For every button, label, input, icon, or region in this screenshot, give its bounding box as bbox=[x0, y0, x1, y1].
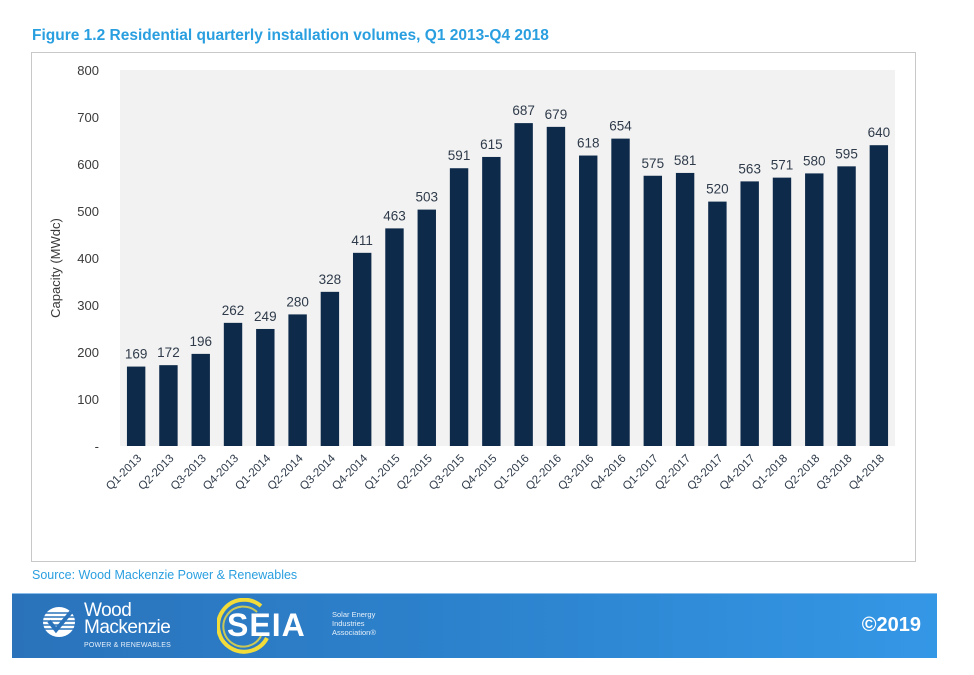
data-label: 618 bbox=[577, 136, 600, 151]
bar bbox=[805, 173, 824, 446]
y-tick-label: - bbox=[95, 439, 99, 454]
seia-sub-line-1: Solar Energy bbox=[332, 610, 376, 619]
wood-mackenzie-subtitle: POWER & RENEWABLES bbox=[84, 642, 171, 649]
seia-sub-line-2: Industries bbox=[332, 619, 365, 628]
wood-mackenzie-word-1: Wood bbox=[84, 600, 132, 621]
data-label: 463 bbox=[383, 208, 406, 223]
footer-banner: Wood Mackenzie POWER & RENEWABLES SEIA S… bbox=[12, 593, 937, 658]
source-note: Source: Wood Mackenzie Power & Renewable… bbox=[32, 568, 298, 582]
y-axis: - 100 200 300 400 500 600 700 800 bbox=[77, 63, 99, 454]
bars bbox=[126, 123, 889, 447]
data-label: 591 bbox=[448, 148, 471, 163]
wood-mackenzie-logo: Wood Mackenzie POWER & RENEWABLES bbox=[42, 600, 202, 652]
copyright: ©2019 bbox=[861, 614, 921, 636]
data-label: 679 bbox=[545, 107, 568, 122]
y-tick-label: 800 bbox=[77, 63, 99, 78]
y-tick-label: 200 bbox=[77, 345, 99, 360]
bar bbox=[320, 291, 340, 446]
wood-mackenzie-word-2: Mackenzie bbox=[84, 617, 171, 638]
seia-subtitle: Solar Energy Industries Association® bbox=[332, 610, 392, 637]
data-label: 654 bbox=[609, 119, 632, 134]
bar bbox=[869, 145, 889, 446]
seia-sub-line-3: Association® bbox=[332, 628, 376, 637]
bar bbox=[546, 126, 566, 447]
bar bbox=[837, 166, 856, 446]
bar bbox=[675, 172, 695, 446]
bar bbox=[126, 366, 146, 446]
data-label: 615 bbox=[480, 137, 503, 152]
data-label: 280 bbox=[286, 294, 309, 309]
y-tick-label: 600 bbox=[77, 157, 99, 172]
data-label: 411 bbox=[351, 233, 373, 248]
y-tick-label: 400 bbox=[77, 251, 99, 266]
data-label: 640 bbox=[868, 125, 891, 140]
bar bbox=[449, 168, 469, 447]
bar bbox=[772, 177, 792, 446]
data-label: 262 bbox=[222, 303, 245, 318]
bar bbox=[417, 209, 436, 446]
data-labels: 169 172 196 262 249 280 328 411 463 503 591 615 687 6… bbox=[125, 103, 890, 361]
data-label: 575 bbox=[642, 156, 665, 171]
data-label: 520 bbox=[706, 182, 729, 197]
bar bbox=[288, 314, 307, 446]
data-label: 580 bbox=[803, 153, 826, 168]
seia-logo: SEIA Solar Energy Industries Association… bbox=[217, 598, 387, 654]
data-label: 328 bbox=[319, 272, 342, 287]
y-tick-label: 700 bbox=[77, 110, 99, 125]
wood-mackenzie-check-icon bbox=[43, 607, 75, 637]
seia-sun-ring-icon bbox=[217, 598, 269, 654]
bar bbox=[191, 353, 210, 446]
plot-area bbox=[120, 70, 895, 446]
bar bbox=[385, 228, 404, 446]
bar bbox=[579, 155, 598, 447]
data-label: 595 bbox=[835, 146, 858, 161]
y-tick-label: 100 bbox=[77, 392, 99, 407]
y-axis-label: Capacity (MWdc) bbox=[48, 218, 63, 318]
bar bbox=[482, 156, 501, 446]
data-label: 581 bbox=[674, 153, 697, 168]
x-tick-label: Q4-2018 bbox=[847, 453, 887, 493]
data-label: 249 bbox=[254, 309, 277, 324]
y-tick-label: 500 bbox=[77, 204, 99, 219]
bar bbox=[643, 175, 663, 446]
data-label: 172 bbox=[157, 345, 180, 360]
bar bbox=[159, 365, 178, 446]
bar bbox=[514, 123, 533, 447]
data-label: 196 bbox=[189, 334, 212, 349]
bar bbox=[740, 181, 759, 446]
data-label: 503 bbox=[416, 190, 439, 205]
bar bbox=[611, 138, 630, 446]
x-axis: Q1-2013Q2-2013Q3-2013Q4-2013Q1-2014Q2-20… bbox=[104, 452, 887, 493]
data-label: 563 bbox=[738, 161, 761, 176]
bar bbox=[223, 322, 243, 446]
data-label: 169 bbox=[125, 347, 148, 362]
bar bbox=[256, 328, 275, 446]
y-tick-label: 300 bbox=[77, 298, 99, 313]
figure-title: Figure 1.2 Residential quarterly install… bbox=[32, 27, 549, 44]
bar bbox=[352, 252, 372, 446]
seia-wordmark: SEIA bbox=[227, 607, 306, 643]
data-label: 571 bbox=[771, 158, 794, 173]
bar bbox=[708, 201, 727, 446]
data-label: 687 bbox=[512, 103, 535, 118]
